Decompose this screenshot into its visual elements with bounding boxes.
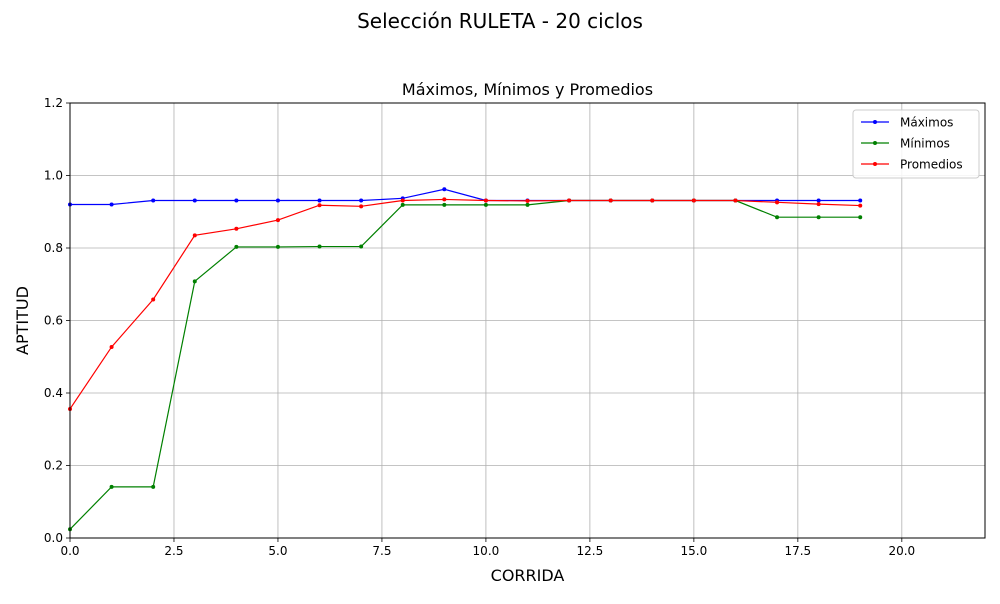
- legend-entry: Promedios: [861, 158, 963, 172]
- data-point: [816, 202, 821, 207]
- axis-ticks: 0.0 2.5 5.0 7.5 10.0 12.5 15.0 17.5 20.0 0.0 0.2 0.…: [44, 96, 915, 558]
- data-point: [816, 215, 821, 220]
- x-tick-label: 0.0: [60, 544, 79, 558]
- legend-box: [852, 109, 980, 179]
- data-point: [192, 198, 197, 203]
- grid: [69, 102, 985, 539]
- data-point: [317, 198, 322, 203]
- data-point: [816, 198, 821, 203]
- data-point: [567, 198, 572, 203]
- data-point: [151, 484, 156, 489]
- x-axis-label: CORRIDA: [491, 566, 565, 585]
- data-point: [317, 244, 322, 249]
- legend-swatch-marker: [873, 120, 877, 124]
- chart-title: Máximos, Mínimos y Promedios: [402, 80, 653, 99]
- y-tick-label: 0.0: [44, 531, 63, 545]
- data-point: [359, 244, 364, 249]
- plot-series: [68, 187, 863, 532]
- series-minimos: [68, 198, 863, 532]
- data-point: [691, 198, 696, 203]
- data-point: [858, 198, 863, 203]
- series-line: [70, 188, 861, 206]
- data-point: [192, 233, 197, 238]
- y-tick-label: 0.4: [44, 386, 63, 400]
- x-tick-label: 7.5: [372, 544, 391, 558]
- data-point: [234, 244, 239, 249]
- legend-swatch-marker: [873, 162, 877, 166]
- legend-label: Promedios: [900, 158, 963, 172]
- data-point: [359, 204, 364, 209]
- data-point: [400, 202, 405, 207]
- data-point: [733, 198, 738, 203]
- series-line: [69, 198, 861, 410]
- data-point: [858, 215, 863, 220]
- data-point: [858, 203, 863, 208]
- data-point: [400, 198, 405, 203]
- series-promedios: [68, 197, 863, 411]
- data-point: [109, 484, 114, 489]
- data-point: [275, 244, 280, 249]
- x-tick-label: 5.0: [268, 544, 287, 558]
- y-tick-label: 0.6: [44, 314, 63, 328]
- data-point: [483, 202, 488, 207]
- x-tick-label: 17.5: [784, 544, 811, 558]
- x-tick-label: 20.0: [888, 544, 915, 558]
- data-point: [151, 297, 156, 302]
- data-point: [775, 215, 780, 220]
- data-point: [109, 202, 114, 207]
- legend: Máximos Mínimos Promedios: [852, 109, 980, 179]
- x-tick-label: 2.5: [164, 544, 183, 558]
- legend-label: Mínimos: [900, 137, 950, 151]
- y-tick-label: 1.2: [44, 96, 63, 110]
- series-line: [69, 199, 861, 530]
- legend-entry: Máximos: [861, 116, 953, 130]
- y-tick-label: 0.8: [44, 241, 63, 255]
- data-point: [234, 198, 239, 203]
- legend-label: Máximos: [900, 116, 953, 130]
- data-point: [109, 344, 114, 349]
- data-point: [359, 198, 364, 203]
- y-axis-label: APTITUD: [13, 286, 32, 355]
- data-point: [151, 198, 156, 203]
- data-point: [525, 202, 530, 207]
- data-point: [275, 218, 280, 223]
- x-tick-label: 10.0: [473, 544, 500, 558]
- data-point: [275, 198, 280, 203]
- legend-entry: Mínimos: [861, 137, 950, 151]
- data-point: [525, 198, 530, 203]
- x-tick-label: 12.5: [577, 544, 604, 558]
- y-tick-label: 1.0: [44, 169, 63, 183]
- data-point: [650, 198, 655, 203]
- data-point: [442, 187, 447, 192]
- data-point: [775, 200, 780, 205]
- figure-suptitle: Selección RULETA - 20 ciclos: [357, 9, 643, 33]
- x-tick-label: 15.0: [681, 544, 708, 558]
- data-point: [483, 198, 488, 203]
- data-point: [317, 203, 322, 208]
- data-point: [192, 279, 197, 284]
- data-point: [608, 198, 613, 203]
- data-point: [234, 226, 239, 231]
- legend-swatch-marker: [873, 141, 877, 145]
- data-point: [442, 202, 447, 207]
- data-point: [442, 197, 447, 202]
- y-tick-label: 0.2: [44, 459, 63, 473]
